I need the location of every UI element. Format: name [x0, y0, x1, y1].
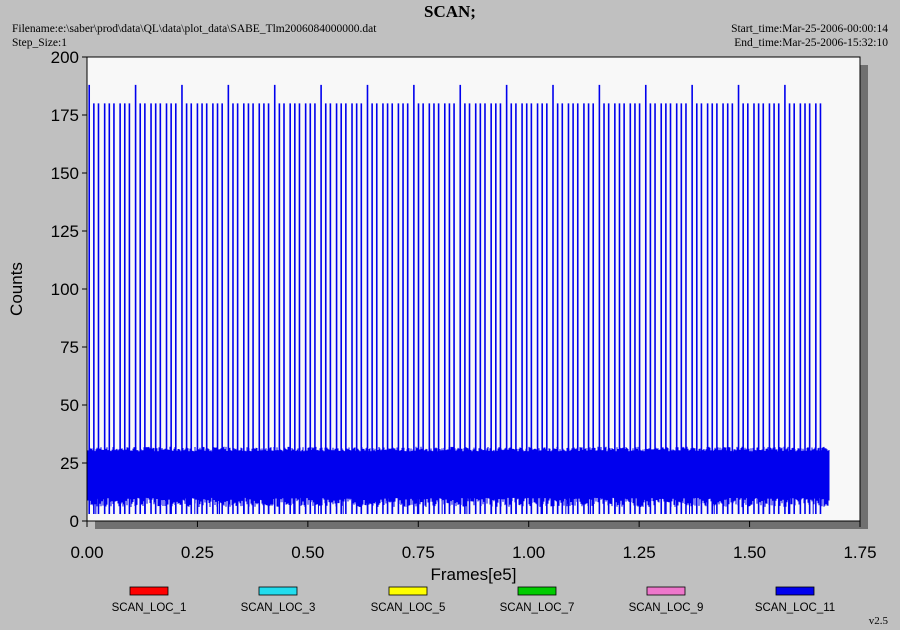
y-tick-label: 50 — [60, 396, 79, 415]
y-tick-label: 200 — [51, 48, 79, 67]
y-tick-label: 150 — [51, 164, 79, 183]
y-tick-label: 0 — [70, 512, 79, 531]
y-tick-label: 75 — [60, 338, 79, 357]
legend-swatch — [646, 586, 686, 596]
end-time-label: End_time:Mar-25-2006-15:32:10 — [734, 37, 888, 49]
y-tick-label: 100 — [51, 280, 79, 299]
x-tick-label: 0.25 — [181, 543, 214, 562]
legend-swatch — [129, 586, 169, 596]
legend-label: SCAN_LOC_9 — [629, 602, 704, 614]
x-tick-label: 1.00 — [512, 543, 545, 562]
series-scan-loc-11-noise — [86, 446, 830, 508]
plot-area — [86, 56, 861, 522]
x-tick-label: 0.00 — [70, 543, 103, 562]
legend-label: SCAN_LOC_3 — [241, 602, 316, 614]
y-tick-label: 25 — [60, 454, 79, 473]
x-tick-label: 0.75 — [402, 543, 435, 562]
x-tick-label: 1.25 — [623, 543, 656, 562]
legend-label: SCAN_LOC_1 — [112, 602, 187, 614]
legend-swatch — [517, 586, 557, 596]
chart-title: SCAN; — [424, 2, 476, 21]
y-tick-label: 175 — [51, 106, 79, 125]
x-axis-label: Frames[e5] — [431, 565, 517, 584]
x-tick-label: 0.50 — [291, 543, 324, 562]
legend-label: SCAN_LOC_11 — [755, 602, 835, 614]
legend-label: SCAN_LOC_7 — [500, 602, 575, 614]
y-axis-label: Counts — [7, 262, 26, 316]
x-tick-label: 1.50 — [733, 543, 766, 562]
x-tick-label: 1.75 — [843, 543, 876, 562]
legend-swatch — [775, 586, 815, 596]
y-tick-label: 125 — [51, 222, 79, 241]
legend-label: SCAN_LOC_5 — [371, 602, 446, 614]
legend-swatch — [258, 586, 298, 596]
version-label: v2.5 — [868, 615, 888, 627]
start-time-label: Start_time:Mar-25-2006-00:00:14 — [731, 23, 888, 35]
filename-label: Filename:e:\saber\prod\data\QL\data\plot… — [12, 23, 377, 35]
step-size-label: Step_Size:1 — [12, 37, 67, 49]
legend-swatch — [388, 586, 428, 596]
